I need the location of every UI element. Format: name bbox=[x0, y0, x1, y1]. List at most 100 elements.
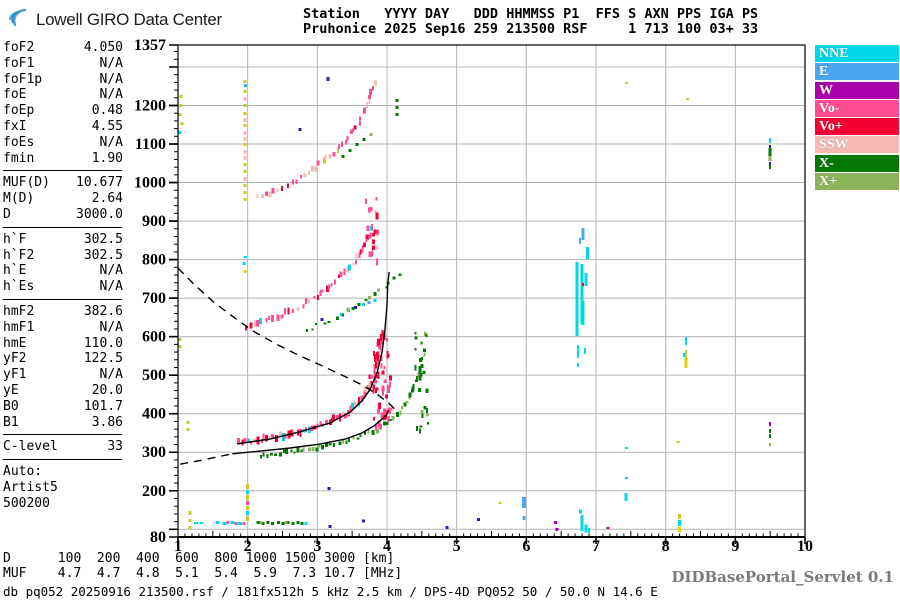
param-value: 122.5 bbox=[83, 351, 123, 367]
echo-mark bbox=[381, 329, 384, 336]
echo-mark bbox=[180, 122, 184, 126]
station-header-row: Station YYYY DAY DDD HHMMSS P1 FFS S AXN… bbox=[303, 6, 759, 22]
echo-mark bbox=[246, 484, 250, 490]
echo-mark bbox=[371, 250, 374, 257]
echo-mark bbox=[580, 515, 584, 531]
param-label: MUF(D) bbox=[3, 175, 50, 191]
echo-mark bbox=[305, 329, 308, 332]
echo-mark bbox=[243, 198, 247, 201]
echo-mark bbox=[345, 440, 348, 445]
echo-mark bbox=[425, 333, 428, 337]
echo-mark bbox=[381, 370, 385, 375]
echo-mark bbox=[416, 426, 418, 431]
echo-mark bbox=[768, 147, 772, 156]
echo-mark bbox=[243, 112, 247, 115]
echo-mark bbox=[262, 452, 265, 457]
legend-item-ssw: SSW bbox=[815, 136, 899, 154]
param-label: C-level bbox=[3, 439, 58, 455]
echo-mark bbox=[380, 424, 383, 429]
echo-mark bbox=[243, 191, 247, 194]
echo-mark bbox=[243, 103, 247, 107]
echo-mark bbox=[522, 496, 527, 508]
echo-mark bbox=[392, 276, 396, 280]
echo-mark bbox=[186, 421, 190, 424]
echo-mark bbox=[276, 188, 279, 193]
legend-item-vo: Vo+ bbox=[815, 118, 899, 136]
echo-mark bbox=[579, 238, 581, 244]
echo-mark bbox=[423, 352, 426, 357]
echo-mark bbox=[368, 234, 371, 239]
echo-mark bbox=[414, 348, 417, 351]
echo-mark bbox=[350, 129, 354, 134]
echo-mark bbox=[374, 209, 377, 214]
echo-mark bbox=[417, 372, 420, 377]
echo-mark bbox=[419, 373, 423, 377]
echo-mark bbox=[242, 261, 246, 265]
echo-mark bbox=[341, 155, 345, 159]
echo-mark bbox=[370, 224, 373, 230]
panel-divider bbox=[3, 170, 122, 172]
legend-item-vo: Vo- bbox=[815, 99, 899, 117]
x-tick-label: 2 bbox=[244, 538, 252, 555]
x-tick-label: 9 bbox=[731, 538, 739, 555]
echo-mark bbox=[299, 429, 302, 437]
param-row-auto: Auto: bbox=[3, 464, 123, 480]
echo-mark bbox=[363, 242, 367, 248]
x-tick-label: 4 bbox=[383, 538, 391, 555]
param-row-mufd: MUF(D) 10.677 bbox=[3, 175, 123, 191]
echo-mark bbox=[243, 142, 247, 146]
echo-mark bbox=[242, 522, 246, 525]
echo-mark bbox=[253, 320, 256, 328]
param-row-fof2: foF2 4.050 bbox=[3, 40, 123, 56]
echo-mark bbox=[292, 309, 295, 314]
param-row-fof1: foF1 N/A bbox=[3, 56, 123, 72]
x-tick-label: 1 bbox=[174, 538, 182, 555]
echo-mark bbox=[384, 380, 387, 384]
echo-mark bbox=[243, 130, 247, 135]
y-tick-label: 600 bbox=[142, 329, 166, 346]
echo-mark bbox=[328, 284, 331, 291]
echo-mark bbox=[376, 428, 379, 434]
echo-mark bbox=[323, 322, 327, 325]
echo-mark bbox=[326, 77, 330, 81]
echo-mark bbox=[586, 246, 590, 259]
echo-mark bbox=[268, 315, 271, 321]
param-value: 302.5 bbox=[83, 231, 123, 247]
echo-mark bbox=[244, 83, 248, 87]
param-label: yE bbox=[3, 382, 19, 398]
echo-mark bbox=[364, 298, 368, 301]
echo-mark bbox=[354, 306, 358, 310]
param-value: N/A bbox=[99, 319, 123, 335]
echo-mark bbox=[352, 434, 355, 440]
echo-mark bbox=[343, 412, 347, 419]
echo-mark bbox=[348, 149, 352, 152]
echo-mark bbox=[584, 273, 588, 287]
echo-mark bbox=[369, 375, 373, 379]
echo-mark bbox=[423, 348, 426, 352]
echo-mark bbox=[308, 170, 311, 175]
echo-mark bbox=[315, 447, 319, 452]
echo-mark bbox=[769, 443, 772, 446]
echo-mark bbox=[296, 521, 300, 525]
echo-mark bbox=[304, 297, 307, 305]
echo-mark bbox=[308, 426, 312, 433]
echo-mark bbox=[387, 384, 391, 393]
echo-mark bbox=[276, 521, 280, 525]
echo-mark bbox=[357, 303, 361, 306]
echo-mark bbox=[286, 521, 290, 525]
echo-mark bbox=[348, 264, 351, 271]
logo-text: Lowell GIRO Data Center bbox=[36, 10, 222, 29]
echo-mark bbox=[411, 386, 415, 392]
echo-mark bbox=[476, 518, 480, 522]
echo-mark bbox=[333, 443, 335, 448]
echo-mark bbox=[234, 522, 238, 525]
echo-mark bbox=[256, 320, 260, 327]
echo-mark bbox=[270, 453, 273, 456]
echo-mark bbox=[281, 522, 285, 525]
panel-divider bbox=[3, 434, 122, 436]
echo-mark bbox=[243, 80, 247, 84]
echo-mark bbox=[369, 132, 373, 136]
param-row-hf2: h`F2 302.5 bbox=[3, 248, 123, 264]
echo-mark bbox=[361, 245, 364, 253]
